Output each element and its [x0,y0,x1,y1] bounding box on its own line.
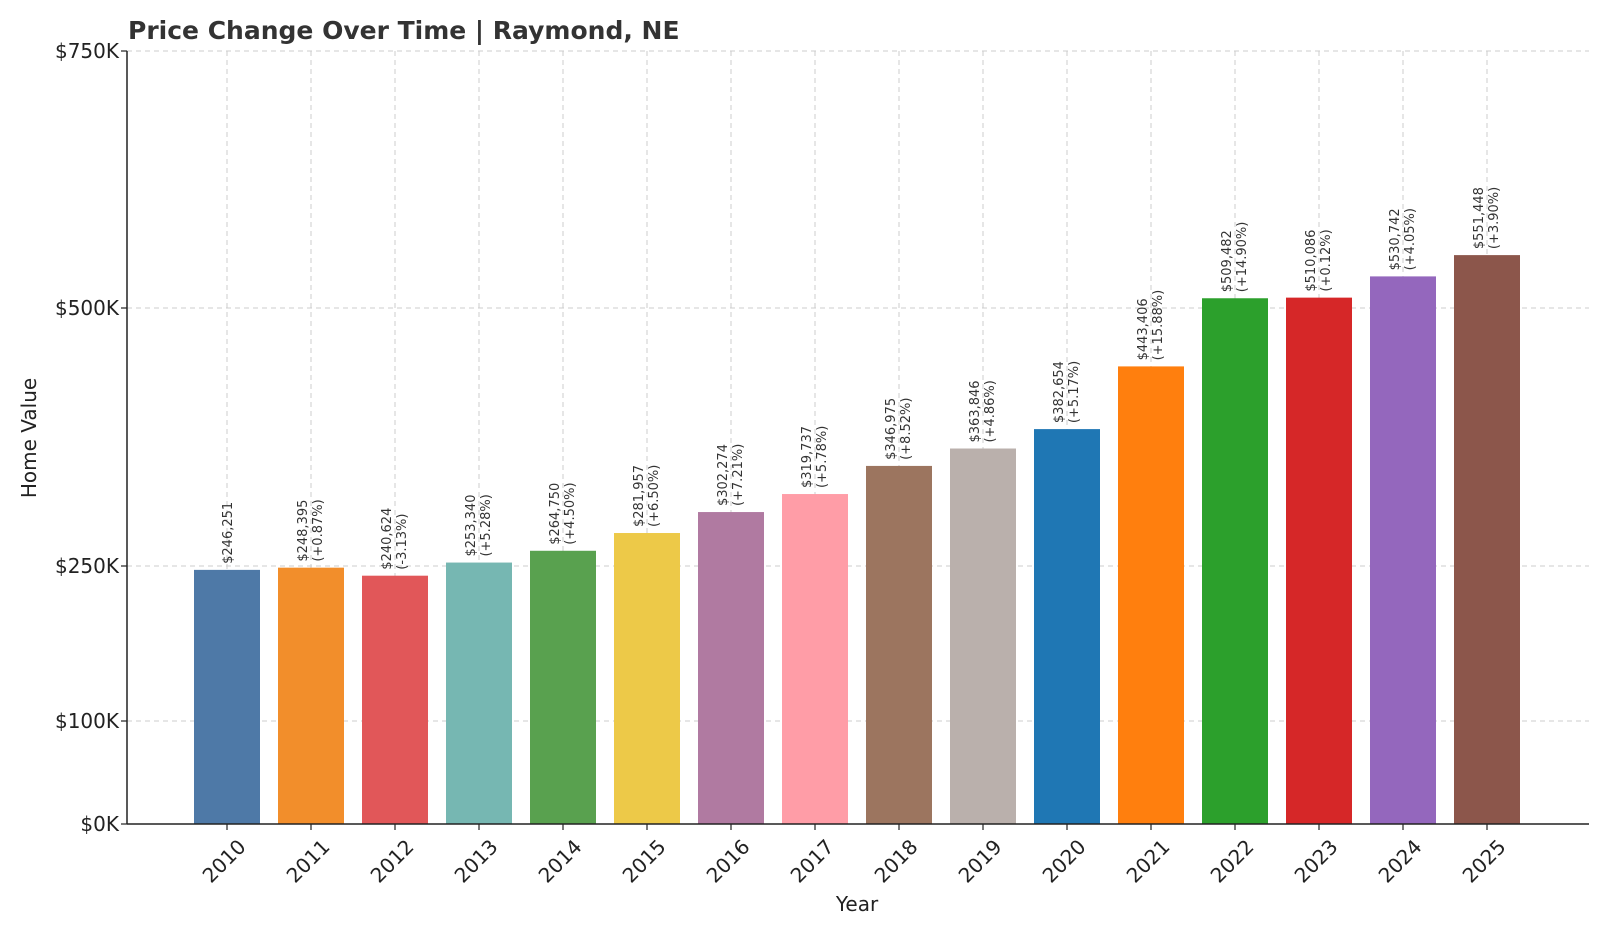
bar-change-label: (-3.13%) [395,514,410,570]
x-gridlines [226,51,1488,824]
bar-change-label: (+5.28%) [479,494,494,556]
bar-change-label: (+7.21%) [731,444,746,506]
x-tick-labels: 2010 2011 2012 2013 2014 2015 2016 2017 2018 2019… [198,824,1511,888]
bar-change-label: (+3.90%) [1487,187,1502,249]
y-tick-label: $0K [80,812,119,836]
bar-value-label: $302,274 [716,444,731,506]
x-tick-label: 2019 [954,835,1007,888]
bar-value-label: $248,395 [296,500,311,562]
bar-2018 [866,465,932,824]
bar-2012 [362,575,428,824]
bar-labels: $246,251 $248,395 (+0.87%) $240,624 (-3.13%)… [221,187,1502,570]
bar-value-label: $363,846 [968,380,983,442]
bar-2019 [950,448,1016,824]
x-tick-label: 2024 [1374,835,1427,888]
x-tick-label: 2016 [702,835,755,888]
bar-2021 [1118,366,1184,824]
bar-value-label: $240,624 [380,508,395,570]
y-tick-label: $500K [55,296,120,320]
bar-value-label: $319,737 [800,426,815,488]
bar-2016 [698,512,764,824]
x-tick-label: 2015 [618,835,671,888]
bar-change-label: (+4.86%) [983,380,998,442]
bar-value-label: $382,654 [1052,361,1067,423]
bar-change-label: (+14.90%) [1235,222,1250,293]
bars [194,255,1520,824]
bar-2010 [194,569,260,824]
bar-value-label: $281,957 [632,465,647,527]
bar-2014 [530,550,596,824]
bar-change-label: (+0.87%) [311,499,326,561]
x-axis-label: Year [835,892,879,916]
bar-change-label: (+8.52%) [899,398,914,460]
bar-2017 [782,494,848,824]
bar-2025 [1454,255,1520,824]
x-tick-label: 2014 [534,835,587,888]
bar-2022 [1202,298,1268,824]
bar-value-label: $510,086 [1304,230,1319,292]
bar-value-label: $530,742 [1388,208,1403,270]
bar-change-label: (+15.88%) [1151,290,1166,361]
x-tick-label: 2017 [786,835,839,888]
x-tick-label: 2013 [450,835,503,888]
bar-2015 [614,533,680,824]
bar-change-label: (+5.78%) [815,426,830,488]
x-tick-label: 2012 [366,835,419,888]
x-tick-label: 2021 [1122,835,1175,888]
bar-value-label: $246,251 [221,502,236,564]
y-tick-label: $250K [55,554,120,578]
bar-2011 [278,567,344,824]
bar-change-label: (+4.05%) [1403,208,1418,270]
bar-2020 [1034,429,1100,824]
bar-change-label: (+5.17%) [1067,361,1082,423]
x-tick-label: 2010 [198,835,251,888]
y-tick-label: $750K [55,39,120,63]
chart-title: Price Change Over Time | Raymond, NE [128,16,680,45]
bar-change-label: (+0.12%) [1319,229,1334,291]
bar-value-label: $443,406 [1136,298,1151,360]
bar-value-label: $509,482 [1220,230,1235,292]
x-tick-label: 2022 [1206,835,1259,888]
y-tick-labels: $0K $100K $250K $500K $750K [55,39,127,836]
bar-value-label: $253,340 [464,495,479,557]
bar-value-label: $264,750 [548,483,563,545]
bar-change-label: (+6.50%) [647,465,662,527]
x-tick-label: 2025 [1458,835,1511,888]
bar-change-label: (+4.50%) [563,482,578,544]
x-tick-label: 2020 [1038,835,1091,888]
bar-value-label: $346,975 [884,398,899,460]
bar-2023 [1286,297,1352,824]
bar-2013 [446,562,512,824]
x-tick-label: 2018 [870,835,923,888]
y-gridlines [127,50,1589,722]
bar-2024 [1370,276,1436,824]
bar-value-label: $551,448 [1472,187,1487,249]
y-axis-label: Home Value [17,378,41,498]
axes [126,51,1589,825]
x-tick-label: 2011 [282,835,335,888]
x-tick-label: 2023 [1290,835,1343,888]
y-tick-label: $100K [55,709,120,733]
